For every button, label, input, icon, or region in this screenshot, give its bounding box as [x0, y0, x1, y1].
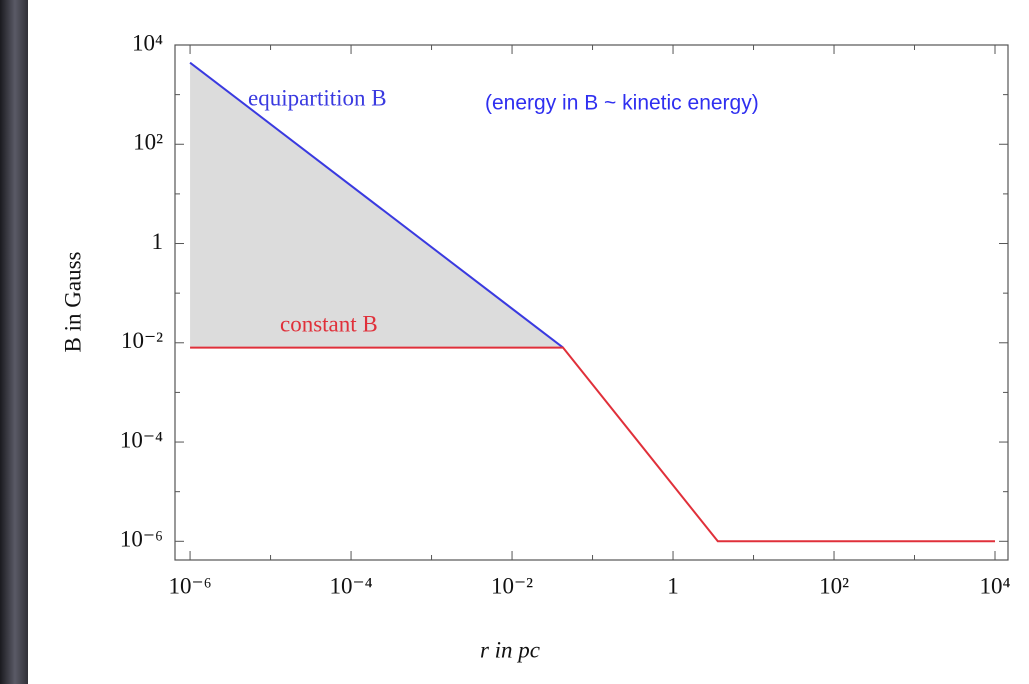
x-axis-title: r in pc: [480, 637, 540, 662]
x-tick-label: 10⁴: [979, 573, 1010, 598]
x-tick-label: 10⁻⁴: [329, 573, 372, 598]
x-tick-label: 10⁻²: [491, 573, 533, 598]
x-tick-label: 1: [667, 573, 679, 598]
background-strip: [0, 0, 30, 684]
y-axis-title: B in Gauss: [60, 251, 85, 352]
y-tick-label: 10⁻²: [121, 328, 163, 353]
series-label: equipartition B: [248, 85, 387, 110]
x-tick-label: 10⁻⁶: [168, 573, 211, 598]
y-tick-label: 10⁻⁴: [120, 427, 163, 452]
annotation: (energy in B ~ kinetic energy): [485, 92, 759, 115]
y-tick-label: 10⁻⁶: [120, 527, 163, 552]
line: [190, 346, 996, 543]
y-tick-label: 10²: [133, 130, 163, 155]
x-tick-label: 10²: [819, 573, 849, 598]
y-tick-label: 1: [152, 229, 164, 254]
series-label: constant B: [280, 311, 378, 336]
line: [189, 61, 564, 349]
y-tick-label: 10⁴: [132, 30, 163, 55]
plot-frame: [174, 44, 1009, 561]
